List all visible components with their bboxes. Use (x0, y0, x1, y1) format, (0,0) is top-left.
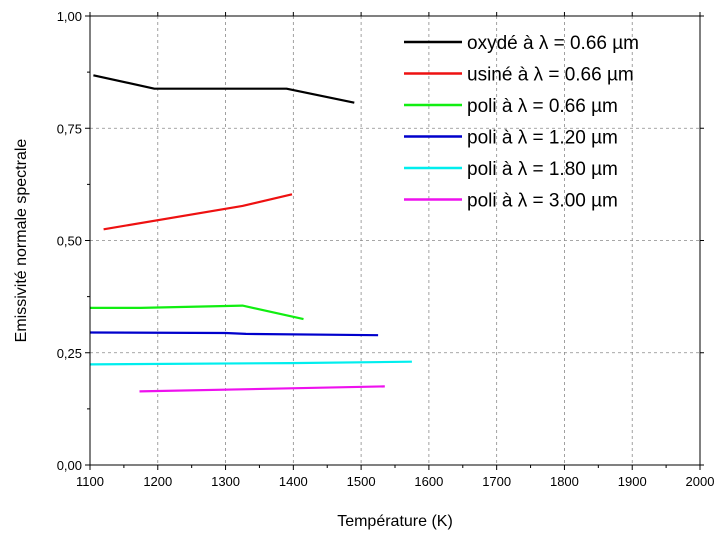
series-line (90, 304, 304, 321)
y-tick-label: 0,50 (57, 234, 82, 249)
x-tick-label: 1900 (618, 474, 647, 489)
x-tick-label: 1400 (279, 474, 308, 489)
x-tick-label: 2000 (686, 474, 715, 489)
x-tick-label: 1800 (550, 474, 579, 489)
legend-label: poli à λ = 3.00 µm (467, 191, 618, 212)
y-axis-title: Emissivité normale spectrale (13, 139, 30, 343)
x-tick-label: 1500 (347, 474, 376, 489)
legend-label: poli à λ = 0.66 µm (467, 96, 618, 117)
series-line (89, 360, 412, 366)
y-tick-label: 0,75 (57, 121, 82, 136)
legend-label: oxydé à λ = 0.66 µm (467, 33, 639, 54)
y-tick-label: 0,25 (57, 346, 82, 361)
legend: oxydé à λ = 0.66 µm usiné à λ = 0.66 µm po… (404, 33, 639, 212)
series-line (103, 193, 293, 231)
legend-label: poli à λ = 1.20 µm (467, 128, 618, 149)
axis-ticks: 1100 1200 1300 1400 1500 1600 1700 1800 1900 2000… (57, 9, 715, 489)
x-tick-label: 1200 (143, 474, 172, 489)
x-tick-label: 1300 (211, 474, 240, 489)
y-tick-label: 0,00 (57, 458, 82, 473)
series-lines (89, 74, 412, 393)
x-tick-label: 1100 (76, 474, 104, 489)
legend-label: usiné à λ = 0.66 µm (467, 65, 634, 86)
legend-label: poli à λ = 1.80 µm (467, 159, 618, 180)
series-line (89, 331, 379, 337)
x-tick-label: 1700 (482, 474, 511, 489)
x-tick-label: 1600 (414, 474, 443, 489)
x-axis-title: Température (K) (337, 513, 453, 530)
series-line (139, 385, 385, 393)
y-tick-label: 1,00 (57, 9, 82, 24)
series-line (93, 74, 355, 104)
